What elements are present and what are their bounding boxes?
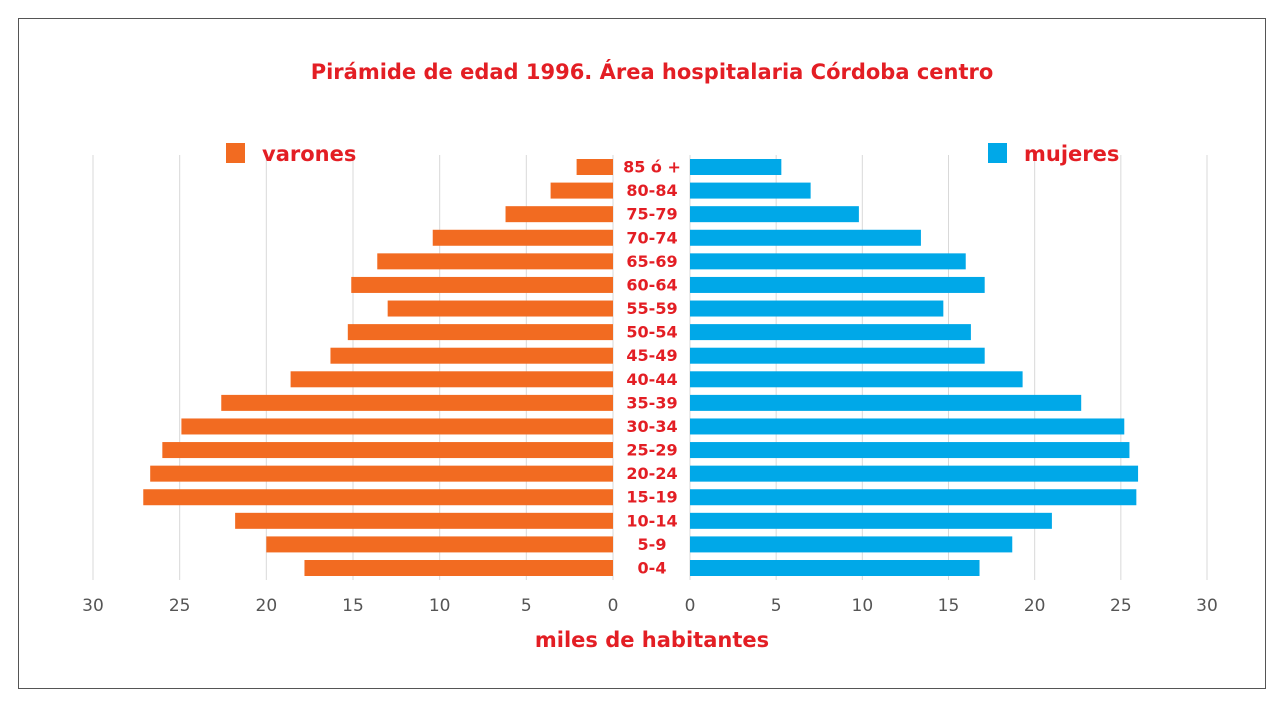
legend-label: varones <box>262 142 356 166</box>
category-label: 10-14 <box>626 511 677 530</box>
bar <box>690 512 1052 529</box>
legend-swatch <box>226 143 245 163</box>
x-tick-label: 15 <box>938 596 960 616</box>
x-tick-label: 10 <box>429 596 451 616</box>
x-tick-label: 30 <box>1196 596 1218 616</box>
bar <box>266 536 613 553</box>
bar <box>690 253 966 270</box>
category-label: 75-79 <box>626 205 677 224</box>
bar <box>351 276 613 293</box>
x-tick-label: 10 <box>852 596 874 616</box>
category-label: 20-24 <box>626 464 677 483</box>
bar <box>690 418 1125 435</box>
bar <box>150 465 613 482</box>
bar <box>690 182 811 199</box>
bar <box>690 276 985 293</box>
legend-swatch <box>988 143 1007 163</box>
bar <box>690 371 1023 388</box>
x-tick-label: 0 <box>685 596 696 616</box>
x-tick-label: 5 <box>771 596 782 616</box>
bar <box>576 159 613 175</box>
legend-label: mujeres <box>1024 142 1119 166</box>
frame <box>18 18 1266 689</box>
x-tick-label: 25 <box>1110 596 1132 616</box>
category-label: 30-34 <box>626 417 677 436</box>
x-tick-label: 25 <box>169 596 191 616</box>
bar <box>235 512 613 529</box>
category-label: 5-9 <box>638 535 667 554</box>
x-tick-label: 5 <box>521 596 532 616</box>
bar <box>143 489 613 506</box>
bar <box>387 300 613 317</box>
bar <box>690 489 1137 506</box>
x-tick-label: 20 <box>256 596 278 616</box>
bar <box>690 324 971 341</box>
bar <box>221 394 613 411</box>
bar <box>690 560 980 576</box>
x-axis-label: miles de habitantes <box>535 628 769 652</box>
x-tick-label: 15 <box>342 596 364 616</box>
bar <box>690 229 921 246</box>
bar <box>505 206 613 223</box>
category-label: 45-49 <box>626 346 677 365</box>
bar <box>690 465 1139 482</box>
category-label: 85 ó + <box>623 158 681 177</box>
category-label: 15-19 <box>626 488 677 507</box>
bar <box>432 229 613 246</box>
bar <box>181 418 613 435</box>
bar <box>690 159 782 175</box>
x-tick-label: 0 <box>608 596 619 616</box>
bar <box>690 394 1082 411</box>
x-tick-label: 20 <box>1024 596 1046 616</box>
category-label: 35-39 <box>626 393 677 412</box>
x-tick-label: 30 <box>82 596 104 616</box>
category-label: 25-29 <box>626 441 677 460</box>
category-label: 50-54 <box>626 323 677 342</box>
category-label: 40-44 <box>626 370 677 389</box>
category-label: 55-59 <box>626 299 677 318</box>
category-label: 60-64 <box>626 275 677 294</box>
bar <box>347 324 613 341</box>
bar <box>330 347 613 364</box>
bar <box>162 442 614 459</box>
category-label: 70-74 <box>626 228 677 247</box>
bar <box>690 300 944 317</box>
bar <box>304 560 613 576</box>
bar <box>690 536 1013 553</box>
chart-title: Pirámide de edad 1996. Área hospitalaria… <box>311 59 994 84</box>
bar <box>690 206 859 223</box>
bar <box>550 182 613 199</box>
category-label: 65-69 <box>626 252 677 271</box>
bar <box>377 253 613 270</box>
bar <box>690 442 1130 459</box>
bar <box>690 347 985 364</box>
bar <box>290 371 613 388</box>
category-label: 80-84 <box>626 181 677 200</box>
category-label: 0-4 <box>638 559 667 578</box>
